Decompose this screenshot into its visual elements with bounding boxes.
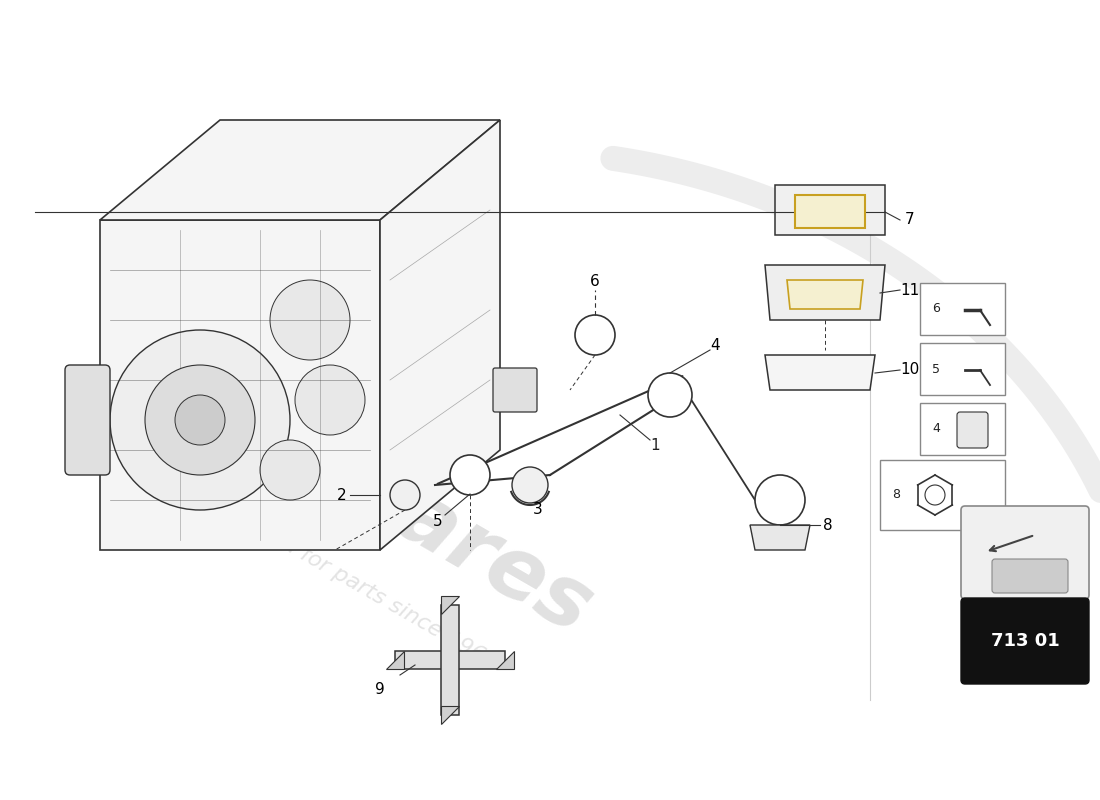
- Text: 8: 8: [892, 489, 900, 502]
- Polygon shape: [750, 525, 810, 550]
- Text: 3: 3: [534, 502, 543, 518]
- Polygon shape: [764, 265, 886, 320]
- Text: 5: 5: [433, 514, 443, 530]
- Circle shape: [295, 365, 365, 435]
- Text: 1: 1: [650, 438, 660, 453]
- Polygon shape: [795, 195, 865, 228]
- Polygon shape: [764, 355, 875, 390]
- Text: 9: 9: [375, 682, 385, 698]
- Circle shape: [390, 480, 420, 510]
- Text: 10: 10: [901, 362, 920, 378]
- Circle shape: [925, 485, 945, 505]
- Text: 7: 7: [905, 213, 915, 227]
- Text: 4: 4: [932, 422, 939, 435]
- Text: 5: 5: [932, 362, 940, 375]
- Polygon shape: [100, 120, 500, 220]
- Polygon shape: [496, 651, 514, 669]
- FancyBboxPatch shape: [65, 365, 110, 475]
- Polygon shape: [379, 120, 500, 550]
- Circle shape: [270, 280, 350, 360]
- Polygon shape: [386, 651, 404, 669]
- FancyBboxPatch shape: [493, 368, 537, 412]
- Text: 2: 2: [338, 487, 346, 502]
- FancyBboxPatch shape: [957, 412, 988, 448]
- Polygon shape: [441, 706, 459, 724]
- FancyBboxPatch shape: [961, 598, 1089, 684]
- Circle shape: [145, 365, 255, 475]
- Circle shape: [175, 395, 226, 445]
- Text: 4: 4: [711, 338, 719, 353]
- Circle shape: [755, 475, 805, 525]
- Circle shape: [260, 440, 320, 500]
- Text: 6: 6: [932, 302, 939, 315]
- Polygon shape: [395, 651, 505, 669]
- Text: a passion for parts since 1965: a passion for parts since 1965: [199, 487, 500, 673]
- Polygon shape: [441, 596, 459, 614]
- Text: 6: 6: [590, 274, 600, 290]
- Circle shape: [575, 315, 615, 355]
- Polygon shape: [441, 605, 459, 715]
- Polygon shape: [776, 185, 886, 235]
- Circle shape: [648, 373, 692, 417]
- Circle shape: [110, 330, 290, 510]
- FancyBboxPatch shape: [880, 460, 1005, 530]
- FancyBboxPatch shape: [920, 343, 1005, 395]
- Polygon shape: [786, 280, 864, 309]
- FancyBboxPatch shape: [920, 283, 1005, 335]
- Text: eurospares: eurospares: [94, 308, 606, 652]
- Circle shape: [450, 455, 490, 495]
- FancyBboxPatch shape: [920, 403, 1005, 455]
- Text: 11: 11: [901, 282, 920, 298]
- Circle shape: [512, 467, 548, 503]
- Polygon shape: [100, 220, 380, 550]
- Text: 713 01: 713 01: [991, 632, 1059, 650]
- FancyBboxPatch shape: [992, 559, 1068, 593]
- FancyBboxPatch shape: [961, 506, 1089, 599]
- Text: 8: 8: [823, 518, 833, 533]
